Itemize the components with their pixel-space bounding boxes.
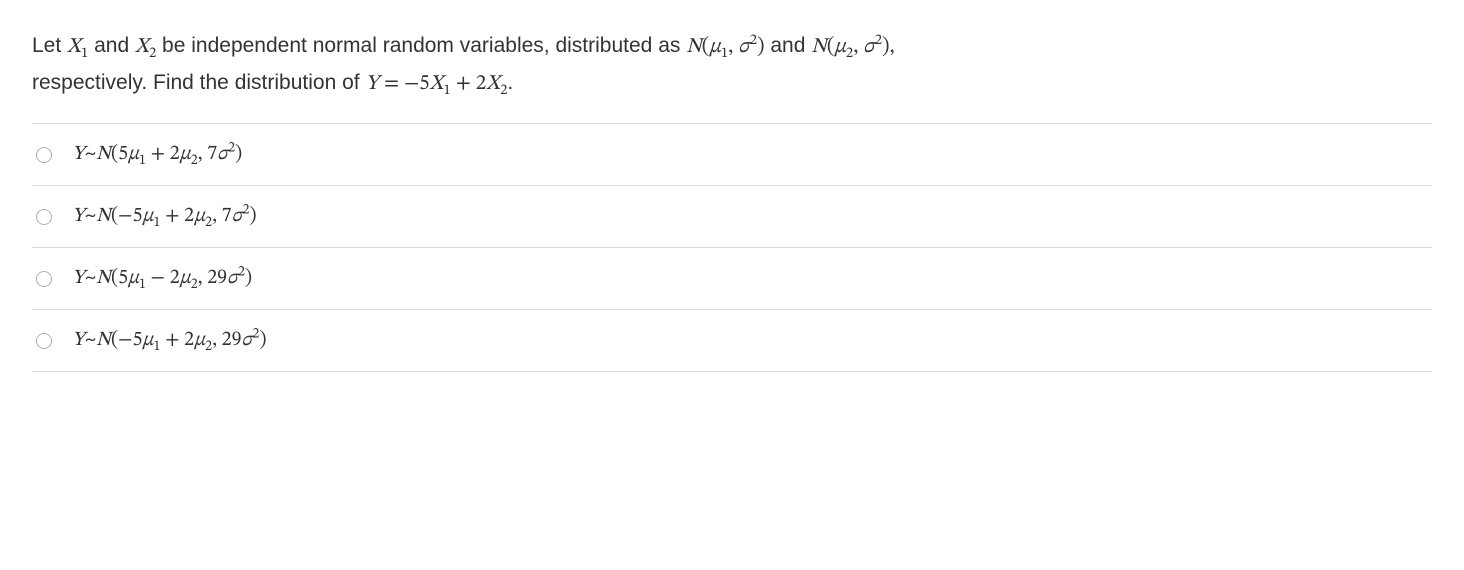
question-mid3: and [765,34,812,57]
option-row[interactable]: Y~N(5μ1 + 2μ2, 7σ2) [32,124,1432,186]
var-x1: X1 [67,36,88,57]
question-period: . [507,71,513,94]
radio-icon[interactable] [36,147,52,163]
radio-icon[interactable] [36,271,52,287]
radio-icon[interactable] [36,209,52,225]
radio-icon[interactable] [36,333,52,349]
option-label: Y~N(−5μ1 + 2μ2, 7σ2) [72,204,257,229]
option-row[interactable]: Y~N(−5μ1 + 2μ2, 7σ2) [32,186,1432,248]
question-prefix: Let [32,34,67,57]
question-mid2: be independent normal random variables, … [156,34,686,57]
option-row[interactable]: Y~N(5μ1 − 2μ2, 29σ2) [32,248,1432,310]
option-label: Y~N(−5μ1 + 2μ2, 29σ2) [72,328,266,353]
options-container: Y~N(5μ1 + 2μ2, 7σ2) Y~N(−5μ1 + 2μ2, 7σ2)… [32,123,1432,372]
question-container: Let X1 and X2 be independent normal rand… [0,0,1464,382]
option-label: Y~N(5μ1 − 2μ2, 29σ2) [72,266,252,291]
dist2: N(μ2, σ2), [811,36,894,57]
question-text: Let X1 and X2 be independent normal rand… [32,28,1432,101]
var-x2: X2 [135,36,156,57]
equation-y: Y = −5X1 + 2X2 [365,73,507,94]
option-row[interactable]: Y~N(−5μ1 + 2μ2, 29σ2) [32,310,1432,372]
question-line2-prefix: respectively. Find the distribution of [32,71,365,94]
option-label: Y~N(5μ1 + 2μ2, 7σ2) [72,142,242,167]
dist1: N(μ1, σ2) [686,36,764,57]
question-mid1: and [88,34,135,57]
